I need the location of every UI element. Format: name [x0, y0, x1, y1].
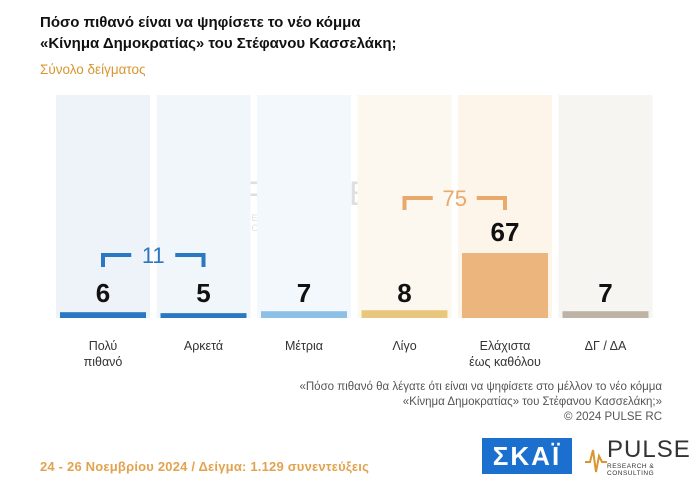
- bar: [60, 312, 146, 318]
- pulse-logo-sub: RESEARCH & CONSULTING: [607, 463, 655, 477]
- chart-title-line2: «Κίνημα Δημοκρατίας» του Στέφανου Κασσελ…: [40, 35, 397, 52]
- bar: [160, 313, 247, 318]
- chart-title-line1: Πόσο πιθανό είναι να ψηφίσετε το νέο κόμ…: [40, 14, 361, 31]
- category-label: ΔΓ / ΔΑ: [585, 339, 627, 353]
- question-note: «Πόσο πιθανό θα λέγατε ότι είναι να ψηφί…: [242, 380, 662, 425]
- group-bracket: [175, 253, 206, 267]
- group-total-label: 11: [142, 243, 165, 268]
- bar-value-label: 67: [491, 217, 520, 247]
- column-background: [257, 95, 351, 318]
- pulse-logo: PULSE RESEARCH & CONSULTING: [585, 436, 695, 477]
- pulse-logo-word: PULSE: [607, 436, 691, 463]
- bar-value-label: 6: [96, 278, 110, 308]
- chart-title: Πόσο πιθανό είναι να ψηφίσετε το νέο κόμ…: [40, 12, 640, 54]
- column-background: [558, 95, 653, 318]
- note-line2: «Κίνημα Δημοκρατίας» του Στέφανου Κασσελ…: [402, 396, 662, 408]
- bar: [361, 310, 448, 318]
- category-label: Λίγο: [392, 339, 416, 353]
- note-line1: «Πόσο πιθανό θα λέγατε ότι είναι να ψηφί…: [299, 381, 662, 393]
- category-label: Ελάχιστα έως καθόλου: [469, 339, 541, 369]
- bar-chart: 6 5 7 8 67 7 Πολύ πιθανό Αρκετά Μέτρια Λίγο Ελάχιστ…: [56, 95, 653, 369]
- note-copyright: © 2024 PULSE RC: [564, 411, 662, 423]
- group-bracket: [101, 253, 132, 267]
- group-total-label: 75: [443, 186, 467, 211]
- skai-logo: ΣΚΑΪ: [482, 438, 572, 474]
- chart-subtitle: Σύνολο δείγματος: [40, 62, 146, 77]
- bar-value-label: 7: [598, 278, 612, 308]
- column-background: [56, 95, 150, 318]
- pulse-logo-wave-icon: [585, 449, 607, 473]
- group-bracket: [402, 196, 433, 210]
- group-bracket: [476, 196, 507, 210]
- category-label: Μέτρια: [285, 339, 323, 353]
- bar-value-label: 8: [397, 278, 411, 308]
- category-label: Αρκετά: [184, 339, 223, 353]
- column-background: [156, 95, 251, 318]
- bar: [462, 253, 548, 318]
- bar-value-label: 7: [297, 278, 311, 308]
- category-label: Πολύ πιθανό: [84, 339, 123, 369]
- survey-footer: 24 - 26 Νοεμβρίου 2024 / Δείγμα: 1.129 σ…: [40, 459, 370, 474]
- bar: [261, 311, 347, 318]
- bar-value-label: 5: [196, 278, 210, 308]
- bar: [562, 311, 649, 318]
